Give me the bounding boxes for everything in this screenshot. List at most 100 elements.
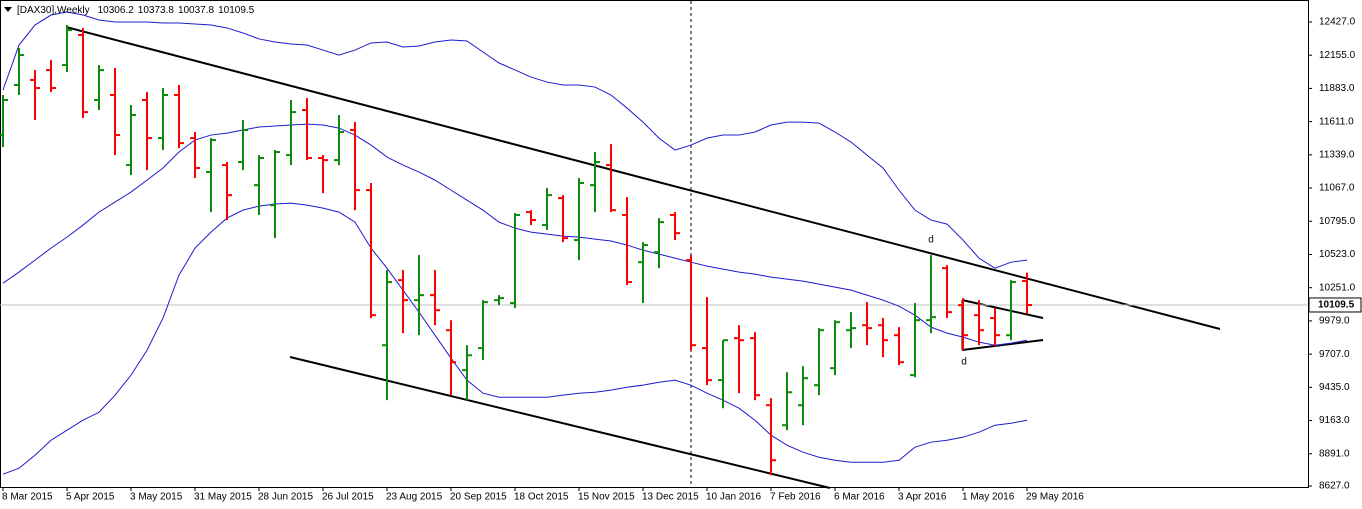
y-tick-label: 12155.0 <box>1319 50 1356 61</box>
ohlc-bar <box>0 95 8 148</box>
x-tick-label: 6 Mar 2016 <box>834 492 885 503</box>
ohlc-bar <box>510 213 520 309</box>
ohlc-bar <box>766 398 776 476</box>
x-tick-label: 3 May 2015 <box>130 492 183 503</box>
ohlc-bar <box>846 312 856 349</box>
ohlc-bar <box>190 132 200 179</box>
ohlc-bar <box>446 320 456 396</box>
x-tick-label: 8 Mar 2015 <box>2 492 53 503</box>
x-tick-label: 23 Aug 2015 <box>386 492 443 503</box>
ohlc-bar <box>558 195 568 243</box>
ohlc-bar <box>142 92 152 171</box>
ohlc-bar <box>110 68 120 156</box>
y-tick-label: 11611.0 <box>1319 116 1354 127</box>
ohlc-bar <box>62 25 72 73</box>
ohlc-bar <box>990 308 1000 347</box>
ohlc-bar <box>654 218 664 269</box>
ohlc-bar <box>238 120 248 171</box>
ohlc-bar <box>606 144 616 213</box>
ohlc-bar <box>958 298 968 351</box>
ohlc-bar <box>398 270 408 334</box>
ohlc-bar <box>414 255 424 336</box>
ohlc-bar <box>366 183 376 319</box>
trend-line <box>289 356 831 489</box>
ohlc-bar <box>1006 280 1016 341</box>
ohlc-bar <box>974 300 984 346</box>
ohlc-high: 10373.8 <box>138 5 175 16</box>
x-tick-label: 10 Jan 2016 <box>706 492 761 503</box>
ohlc-bar <box>542 188 552 231</box>
x-tick-label: 26 Jul 2015 <box>322 492 374 503</box>
y-tick-label: 9707.0 <box>1319 349 1350 360</box>
y-tick-label: 8891.0 <box>1319 448 1350 459</box>
ohlc-bar <box>798 366 808 426</box>
ohlc-bar <box>910 303 920 378</box>
header: [DAX30],Weekly 10306.2 10373.8 10037.8 10109… <box>17 5 255 16</box>
triangle-line <box>961 339 1044 351</box>
ohlc-bar <box>750 332 760 401</box>
ohlc-bar <box>286 100 296 166</box>
ohlc-bar <box>94 65 104 111</box>
x-tick-label: 3 Apr 2016 <box>898 492 947 503</box>
ohlc-bar <box>174 84 184 149</box>
ohlc-bar <box>222 162 232 221</box>
y-tick-label: 10251.0 <box>1319 282 1356 293</box>
band-lower <box>2 202 1028 475</box>
y-tick-label: 11339.0 <box>1319 149 1355 160</box>
ohlc-bar <box>462 345 472 401</box>
y-tick-label: 12427.0 <box>1319 17 1356 28</box>
ohlc-bar <box>14 47 24 96</box>
ohlc-bar <box>878 318 888 358</box>
ohlc-bar <box>862 302 872 346</box>
x-tick-label: 29 May 2016 <box>1026 492 1084 503</box>
ohlc-close: 10109.5 <box>218 5 255 16</box>
ohlc-bar <box>334 115 344 166</box>
ohlc-bar <box>702 297 712 386</box>
ohlc-bar <box>830 320 840 376</box>
x-tick-label: 28 Jun 2015 <box>258 492 313 503</box>
annotation: d <box>961 357 967 368</box>
y-tick-label: 9979.0 <box>1319 316 1350 327</box>
y-tick-label: 9163.0 <box>1319 415 1350 426</box>
ohlc-bar <box>78 27 88 119</box>
y-tick-label: 10795.0 <box>1319 216 1356 227</box>
ohlc-bar <box>318 155 328 194</box>
ohlc-bar <box>782 372 792 431</box>
x-tick-label: 1 May 2016 <box>962 492 1015 503</box>
plot-frame <box>0 0 1309 488</box>
ohlc-bar <box>734 325 744 394</box>
ohlc-bar <box>942 265 952 319</box>
y-tick-label: 10523.0 <box>1319 249 1356 260</box>
y-tick-label: 11883.0 <box>1319 83 1355 94</box>
x-tick-label: 20 Sep 2015 <box>450 492 507 503</box>
y-tick-label: 11067.0 <box>1319 183 1355 194</box>
ohlc-bar <box>158 88 168 151</box>
y-tick-label: 9435.0 <box>1319 382 1350 393</box>
price-label: 10109.5 <box>1318 300 1355 311</box>
ohlc-bar <box>206 138 216 213</box>
ohlc-bar <box>670 212 680 241</box>
header-icon <box>4 7 12 12</box>
ohlc-bar <box>718 339 728 409</box>
triangle-line <box>961 299 1044 319</box>
ohlc-bar <box>894 327 904 366</box>
symbol: [DAX30],Weekly <box>17 5 90 16</box>
ohlc-bar <box>478 300 488 361</box>
ohlc-bar <box>254 155 264 216</box>
ohlc-bar <box>270 150 280 239</box>
ohlc-open: 10306.2 <box>98 5 135 16</box>
ohlc-bar <box>302 98 312 161</box>
ohlc-bar <box>30 70 40 121</box>
x-tick-label: 15 Nov 2015 <box>578 492 635 503</box>
ohlc-bar <box>574 178 584 261</box>
ohlc-bar <box>46 60 56 93</box>
ohlc-bar <box>638 242 648 304</box>
marks <box>0 11 1308 476</box>
x-tick-label: 18 Oct 2015 <box>514 492 569 503</box>
ohlc-bar <box>126 105 136 176</box>
ohlc-bar <box>430 270 440 326</box>
ohlc-bar <box>686 255 696 351</box>
ohlc-bar <box>1022 272 1032 314</box>
ohlc-bar <box>926 255 936 334</box>
